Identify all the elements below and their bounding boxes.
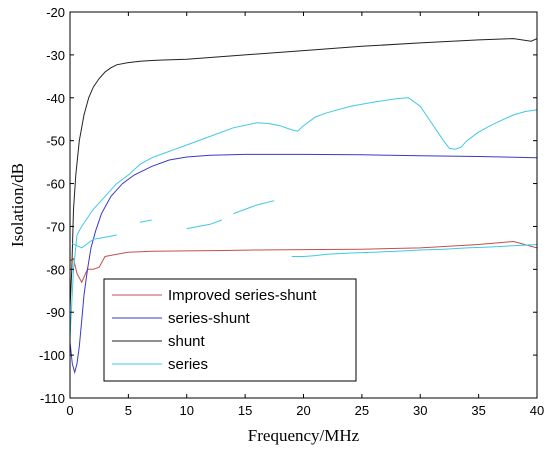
legend: Improved series-shunt series-shunt shunt se… <box>103 278 357 382</box>
y-tick-label: -90 <box>46 305 65 320</box>
y-tick-label: -110 <box>40 391 65 406</box>
y-axis-label: Isolation/dB <box>8 163 27 247</box>
y-tick-label: -100 <box>39 348 65 363</box>
x-tick-label: 25 <box>355 403 369 418</box>
x-tick-label: 40 <box>530 403 544 418</box>
y-tick-label: -80 <box>46 262 65 277</box>
series-line-7 <box>233 200 275 215</box>
series-line-0 <box>69 240 538 284</box>
legend-label: Improved series-shunt <box>168 287 317 304</box>
series-line-2 <box>69 38 538 308</box>
x-tick-label: 20 <box>296 403 310 418</box>
y-tick-label: -70 <box>46 219 65 234</box>
series-line-5 <box>140 219 152 223</box>
axis-ticks: 0 5 10 15 20 25 30 35 40 -20 -30 -40 -50 -60 -70 -80 -90… <box>39 5 544 418</box>
y-tick-label: -20 <box>46 5 65 20</box>
series-line-4 <box>72 234 117 249</box>
legend-label: series-shunt <box>168 310 251 327</box>
x-axis-label: Frequency/MHz <box>248 426 360 445</box>
x-tick-label: 0 <box>66 403 73 418</box>
series-line-8 <box>291 244 538 257</box>
y-tick-label: -50 <box>46 134 65 149</box>
x-tick-label: 15 <box>238 403 252 418</box>
legend-label: series <box>168 356 208 373</box>
x-tick-label: 10 <box>180 403 194 418</box>
plot-lines <box>69 38 538 375</box>
y-tick-label: -40 <box>46 91 65 106</box>
y-tick-label: -30 <box>46 48 65 63</box>
x-tick-label: 5 <box>125 403 132 418</box>
y-tick-label: -60 <box>46 177 65 192</box>
x-tick-label: 35 <box>471 403 485 418</box>
legend-label: shunt <box>168 333 206 350</box>
x-tick-label: 30 <box>413 403 427 418</box>
series-line-1 <box>69 153 538 375</box>
series-line-6 <box>186 219 222 230</box>
series-line-3 <box>69 97 538 339</box>
